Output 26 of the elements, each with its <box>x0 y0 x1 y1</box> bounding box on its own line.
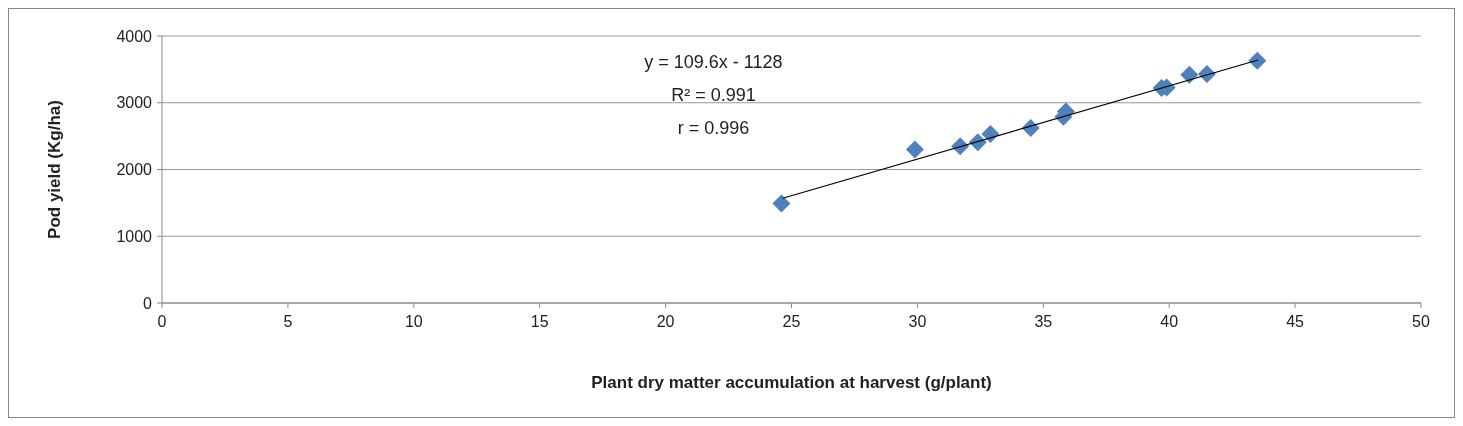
y-tick-label: 3000 <box>116 94 153 112</box>
y-tick-label: 2000 <box>116 161 153 179</box>
y-tick-label: 4000 <box>116 27 153 45</box>
x-tick-label: 35 <box>1034 313 1053 330</box>
y-axis-title: Pod yield (Kg/ha) <box>45 100 64 239</box>
annotation: y = 109.6x - 1128 <box>644 52 783 72</box>
y-tick-label: 1000 <box>116 227 153 245</box>
x-tick-label: 20 <box>656 313 675 330</box>
annotation: r = 0.996 <box>677 118 750 138</box>
annotation: R² = 0.991 <box>671 85 756 105</box>
point <box>1248 51 1267 70</box>
x-tick-label: 40 <box>1160 313 1179 330</box>
point <box>905 140 924 159</box>
x-axis-title: Plant dry matter accumulation at harvest (g/plant) <box>591 373 992 392</box>
x-tick-label: 45 <box>1286 313 1305 330</box>
x-tick-label: 15 <box>530 313 549 330</box>
x-tick-label: 0 <box>157 313 167 330</box>
y-tick-label: 0 <box>143 294 153 312</box>
point <box>1180 65 1199 84</box>
x-tick-label: 25 <box>782 313 801 330</box>
point <box>981 125 1000 144</box>
x-tick-label: 10 <box>404 313 423 330</box>
x-tick-label: 50 <box>1412 313 1430 330</box>
x-tick-label: 5 <box>283 313 293 330</box>
x-tick-label: 30 <box>908 313 927 330</box>
point <box>772 194 791 213</box>
